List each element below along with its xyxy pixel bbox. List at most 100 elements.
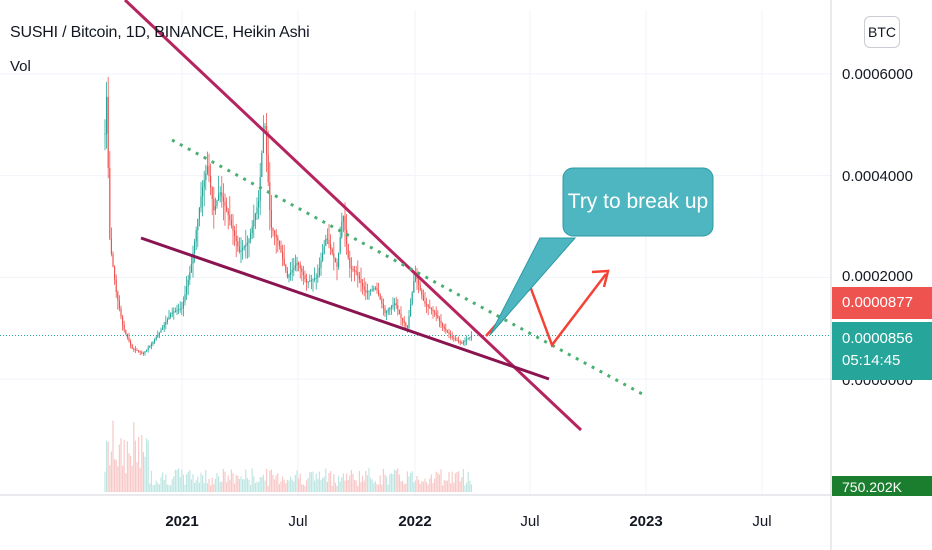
candle-body [187, 279, 189, 287]
volume-bar [256, 481, 258, 492]
volume-bar [448, 472, 450, 492]
candle-body [347, 243, 349, 258]
volume-bar [306, 480, 308, 492]
candle-body [109, 167, 111, 239]
volume-bar [294, 474, 296, 492]
volume-bar [314, 480, 316, 492]
volume-bar [200, 472, 202, 492]
candle-body [334, 257, 336, 263]
candle-body [402, 318, 404, 321]
volume-bar [150, 470, 152, 492]
volume-bar [354, 479, 356, 492]
volume-bar [363, 480, 365, 492]
volume-bar [464, 485, 466, 492]
candle-body [331, 248, 333, 254]
currency-button[interactable]: BTC [864, 16, 900, 48]
candle-body [451, 335, 453, 338]
volume-bar [158, 484, 160, 492]
candle-body [397, 305, 399, 310]
candle-body [214, 206, 216, 211]
candle-body [133, 348, 135, 350]
volume-bar [290, 476, 292, 492]
volume-bar [267, 485, 269, 492]
volume-bar [355, 480, 357, 492]
candle-body [317, 275, 319, 278]
candle-body [261, 152, 263, 178]
volume-bar [202, 475, 204, 492]
volume-bar [426, 482, 428, 492]
volume-bar [283, 479, 285, 492]
volume-bar [171, 479, 173, 492]
candle-body [363, 286, 365, 291]
volume-bar [339, 481, 341, 492]
volume-bar [381, 484, 383, 492]
volume-bar [230, 469, 232, 492]
candle-body [160, 329, 162, 333]
candle-body [376, 287, 378, 291]
candle-body [270, 210, 272, 228]
volume-bar [446, 480, 448, 492]
volume-bar [331, 485, 333, 492]
volume-bar [118, 444, 120, 492]
candle-body [258, 201, 260, 208]
volume-bar [269, 470, 271, 492]
volume-bar [131, 466, 133, 492]
candle-body [446, 330, 448, 333]
volume-bar [450, 483, 452, 492]
volume-bar [406, 471, 408, 492]
candle-body [312, 279, 314, 281]
candle-body [136, 349, 138, 351]
candle-body [155, 337, 157, 340]
candle-body [422, 295, 424, 301]
volume-bar [214, 478, 216, 492]
candle-body [386, 311, 388, 313]
volume-bar [462, 469, 464, 492]
volume-badge: 750.202K [832, 476, 932, 496]
candle-body [430, 308, 432, 310]
volume-bar [245, 469, 247, 492]
volume-bar [410, 472, 412, 492]
candle-body [179, 308, 181, 310]
volume-bar [387, 484, 389, 492]
candle-body [355, 271, 357, 273]
volume-bar [114, 459, 116, 492]
volume-bar [141, 434, 143, 492]
candle-body [296, 262, 298, 266]
volume-bar [418, 479, 420, 492]
volume-bar [190, 479, 192, 492]
candle-body [336, 262, 338, 267]
candle-body [110, 238, 112, 254]
volume-bar [160, 477, 162, 492]
candle-body [154, 339, 156, 342]
volume-bar [437, 472, 439, 492]
volume-bar [400, 481, 402, 492]
candle-body [195, 230, 197, 242]
volume-bar [275, 475, 277, 492]
candle-body [243, 246, 245, 249]
candle-body [290, 272, 292, 275]
volume-bar [379, 475, 381, 492]
candle-body [378, 290, 380, 295]
candle-body [197, 218, 199, 231]
volume-bar [157, 483, 159, 492]
candle-body [274, 231, 276, 235]
volume-bar [421, 481, 423, 492]
candle-body [366, 291, 368, 293]
candle-body [283, 258, 285, 265]
volume-bar [411, 471, 413, 492]
volume-bar [430, 474, 432, 492]
volume-bar [125, 473, 127, 492]
volume-bar [106, 440, 108, 492]
volume-bar [408, 476, 410, 492]
volume-bar [250, 485, 252, 492]
volume-bar [317, 479, 319, 492]
candle-body [122, 316, 124, 325]
volume-bar [389, 474, 391, 492]
volume-bar [384, 474, 386, 492]
candle-body [174, 310, 176, 312]
candle-body [326, 238, 328, 240]
volume-bar [253, 476, 255, 492]
volume-bar [224, 471, 226, 492]
volume-bar [133, 422, 135, 492]
